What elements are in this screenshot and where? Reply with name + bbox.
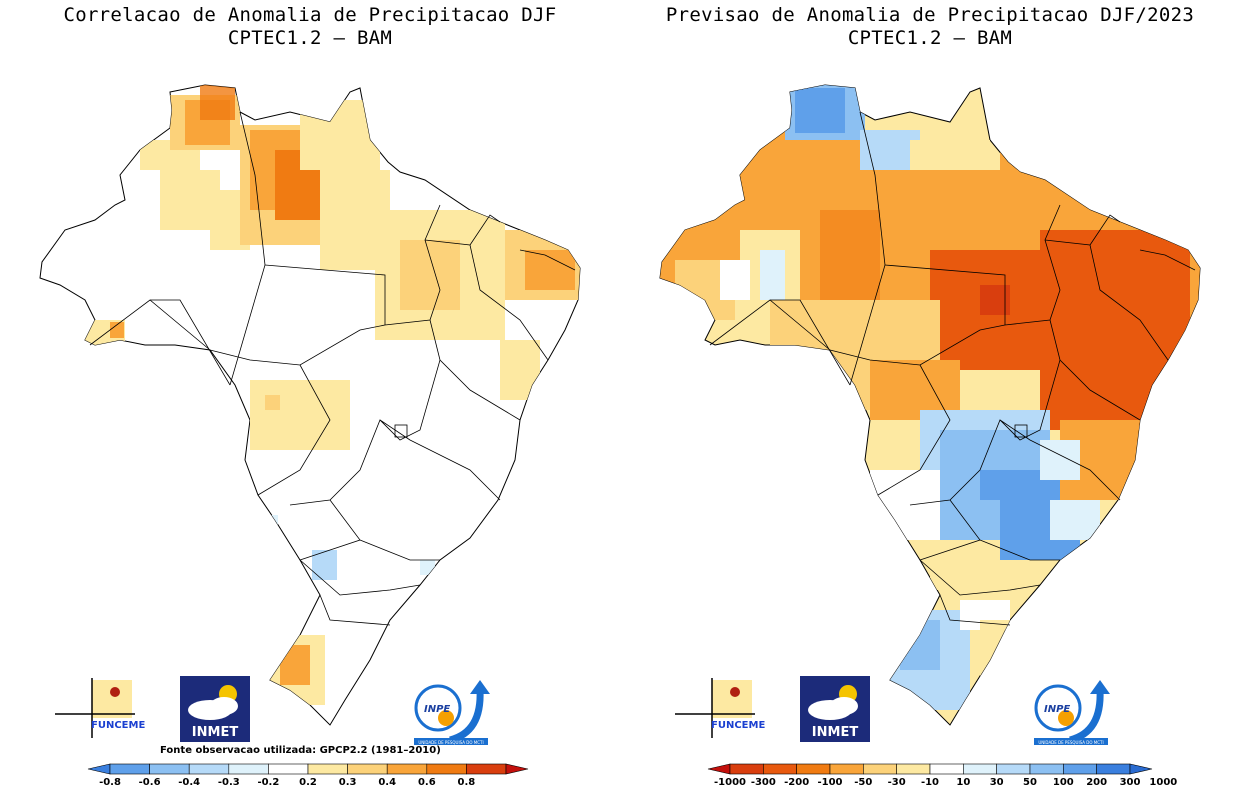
correlation-colorbar-swatch (466, 763, 507, 775)
correlation-colorbar-tick-label: -0.4 (178, 777, 200, 788)
correlation-colorbar-swatch (109, 763, 150, 775)
forecast-colorbar-swatch (963, 763, 997, 775)
correlation-colorbar-swatch (426, 763, 467, 775)
forecast-colorbar-swatch (763, 763, 797, 775)
forecast-title-line1: Previsao de Anomalia de Precipitacao DJF… (665, 4, 1195, 26)
inpe-sub-label: UNIDADE DE PESQUISA DO MCTI (418, 740, 483, 745)
forecast-panel: Previsao de Anomalia de Precipitacao DJF… (620, 0, 1240, 802)
inpe-sub-label: UNIDADE DE PESQUISA DO MCTI (1038, 740, 1103, 745)
arrow-icon (448, 689, 484, 744)
state-borders (89, 111, 576, 626)
source-note: Fonte observacao utilizada: GPCP2.2 (198… (160, 745, 441, 756)
correlation-colorbar-swatch (228, 763, 269, 775)
state-borders (709, 111, 1196, 626)
inmet-label: INMET (812, 725, 859, 740)
forecast-colorbar-tick-label: -300 (751, 777, 776, 788)
forecast-colorbar-tick-label: 1000 (1149, 777, 1177, 788)
correlation-colorbar-tick-label: -0.8 (99, 777, 121, 788)
forecast-colorbar-tick-label: 10 (956, 777, 970, 788)
forecast-colorbar-tick-label: -30 (888, 777, 906, 788)
forecast-colorbar-tick-label: -100 (817, 777, 842, 788)
forecast-colorbar-swatch (896, 763, 931, 775)
funceme-logo: FUNCEME (55, 678, 145, 738)
sun-dot-icon (110, 687, 120, 697)
correlation-anomaly-field (85, 85, 580, 705)
forecast-colorbar-tick-label: -50 (854, 777, 872, 788)
forecast-colorbar-tick-label: 200 (1086, 777, 1107, 788)
forecast-colorbar-swatch (729, 763, 764, 775)
correlation-colorbar-tick-label: -0.6 (139, 777, 161, 788)
correlation-colorbar-arrow-right (505, 763, 529, 775)
correlation-colorbar-tick-label: 0.8 (458, 777, 476, 788)
inmet-label: INMET (192, 725, 239, 740)
correlation-colorbar-tick-label: -0.2 (257, 777, 279, 788)
correlation-colorbar: -0.8 -0.6 -0.4 -0.3 -0.2 0.2 0.3 0.4 0.6 0.8 (87, 763, 529, 788)
forecast-colorbar-tick-label: -10 (921, 777, 939, 788)
sun-dot-icon (730, 687, 740, 697)
correlation-title: Correlacao de Anomalia de Precipitacao D… (0, 4, 620, 50)
correlation-colorbar-tick-label: 0.2 (299, 777, 317, 788)
correlation-colorbar-arrow-left (87, 763, 111, 775)
correlation-colorbar-swatch (188, 763, 230, 775)
forecast-map (659, 84, 1201, 726)
correlation-colorbar-tick-label: -0.3 (218, 777, 240, 788)
inpe-label: INPE (424, 704, 450, 715)
inmet-logo: INMET (180, 676, 250, 742)
correlation-colorbar-tick-label: 0.3 (339, 777, 357, 788)
correlation-colorbar-tick-label: 0.4 (378, 777, 396, 788)
correlation-colorbar-swatch (307, 763, 348, 775)
correlation-panel: Correlacao de Anomalia de Precipitacao D… (0, 4, 620, 788)
correlation-colorbar-swatch (268, 763, 309, 775)
forecast-colorbar-tick-label: 30 (990, 777, 1004, 788)
correlation-colorbar-swatch (347, 763, 388, 775)
correlation-colorbar-swatch (149, 763, 190, 775)
arrow-icon (1068, 689, 1104, 744)
forecast-colorbar-tick-label: 100 (1053, 777, 1074, 788)
forecast-colorbar: -1000 -300 -200 -100 -50 -30 -10 10 30 50 100 200 30… (707, 763, 1177, 788)
correlation-map (39, 84, 581, 726)
forecast-colorbar-swatch (1029, 763, 1064, 775)
correlation-colorbar-tick-label: 0.6 (418, 777, 436, 788)
correlation-title-line2: CPTEC1.2 – BAM (227, 27, 393, 49)
inmet-logo: INMET (800, 676, 870, 742)
forecast-title-line2: CPTEC1.2 – BAM (847, 27, 1013, 49)
funceme-label: FUNCEME (91, 720, 145, 731)
forecast-colorbar-arrow-right (1129, 763, 1153, 775)
correlation-colorbar-swatch (386, 763, 428, 775)
forecast-anomaly-field (660, 85, 1200, 710)
forecast-colorbar-tick-label: -200 (784, 777, 809, 788)
inpe-label: INPE (1044, 704, 1070, 715)
forecast-colorbar-arrow-left (707, 763, 731, 775)
forecast-colorbar-tick-label: 300 (1120, 777, 1141, 788)
forecast-colorbar-swatch (796, 763, 831, 775)
inpe-logo: INPE UNIDADE DE PESQUISA DO MCTI (1030, 680, 1110, 750)
funceme-label: FUNCEME (711, 720, 765, 731)
forecast-colorbar-tick-label: 50 (1023, 777, 1037, 788)
forecast-colorbar-swatch (863, 763, 897, 775)
forecast-colorbar-tick-label: -1000 (714, 777, 746, 788)
correlation-title-line1: Correlacao de Anomalia de Precipitacao D… (63, 4, 557, 26)
forecast-colorbar-swatch (829, 763, 864, 775)
inpe-logo: INPE UNIDADE DE PESQUISA DO MCTI (410, 680, 490, 750)
forecast-colorbar-swatch (1096, 763, 1131, 775)
forecast-colorbar-swatch (1063, 763, 1097, 775)
funceme-logo: FUNCEME (675, 678, 765, 738)
forecast-colorbar-swatch (996, 763, 1031, 775)
forecast-colorbar-swatch (929, 763, 964, 775)
forecast-title: Previsao de Anomalia de Precipitacao DJF… (620, 4, 1240, 50)
